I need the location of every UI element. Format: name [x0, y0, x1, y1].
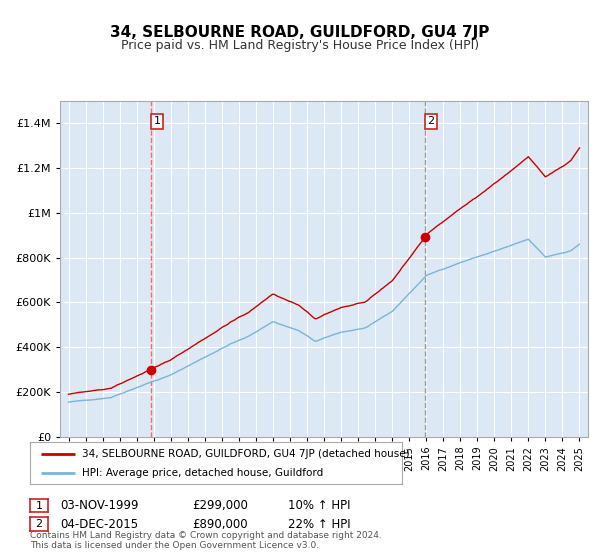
Text: 03-NOV-1999: 03-NOV-1999 — [60, 499, 139, 512]
Text: £299,000: £299,000 — [192, 499, 248, 512]
Text: Contains HM Land Registry data © Crown copyright and database right 2024.
This d: Contains HM Land Registry data © Crown c… — [30, 530, 382, 550]
Text: 34, SELBOURNE ROAD, GUILDFORD, GU4 7JP (detached house): 34, SELBOURNE ROAD, GUILDFORD, GU4 7JP (… — [82, 449, 410, 459]
Text: 10% ↑ HPI: 10% ↑ HPI — [288, 499, 350, 512]
Text: 34, SELBOURNE ROAD, GUILDFORD, GU4 7JP: 34, SELBOURNE ROAD, GUILDFORD, GU4 7JP — [110, 25, 490, 40]
Text: Price paid vs. HM Land Registry's House Price Index (HPI): Price paid vs. HM Land Registry's House … — [121, 39, 479, 52]
Text: 22% ↑ HPI: 22% ↑ HPI — [288, 517, 350, 531]
Text: 1: 1 — [35, 501, 43, 511]
Text: 2: 2 — [35, 519, 43, 529]
Text: HPI: Average price, detached house, Guildford: HPI: Average price, detached house, Guil… — [82, 468, 323, 478]
Text: 1: 1 — [154, 116, 161, 127]
Text: 2: 2 — [427, 116, 434, 127]
Text: £890,000: £890,000 — [192, 517, 248, 531]
Text: 04-DEC-2015: 04-DEC-2015 — [60, 517, 138, 531]
